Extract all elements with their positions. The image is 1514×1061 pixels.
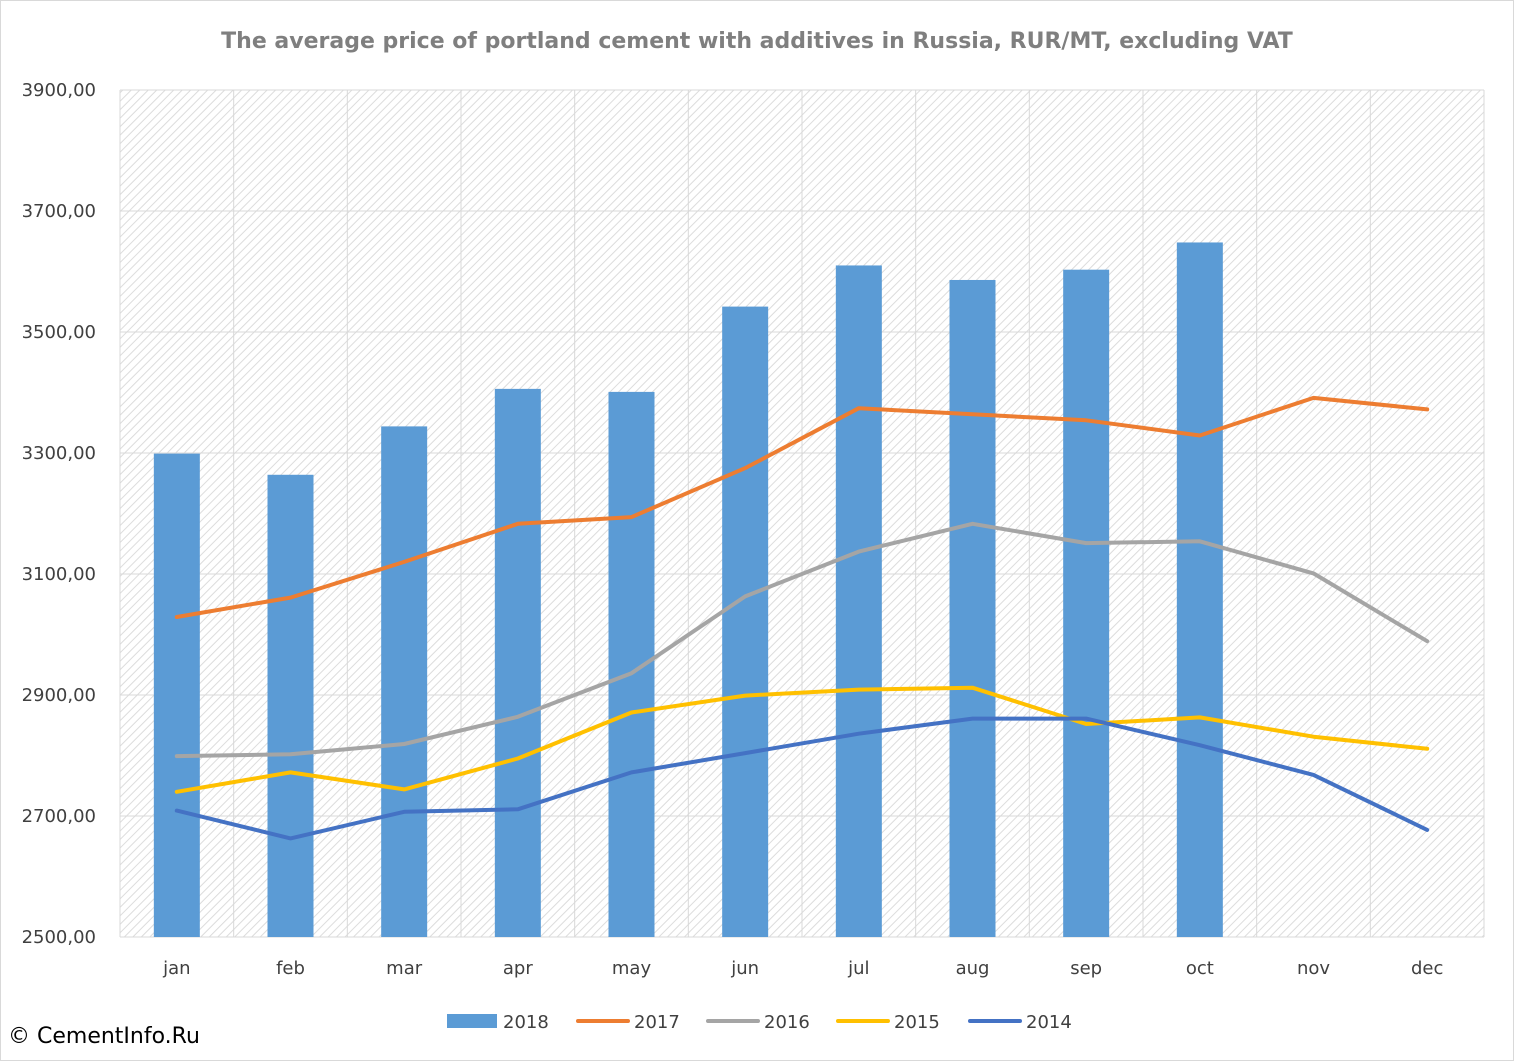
x-tick-label: dec — [1411, 958, 1443, 979]
y-tick-label: 3500,00 — [22, 322, 96, 343]
bar-2018-jan — [153, 453, 200, 937]
x-tick-label: aug — [956, 958, 990, 979]
legend-label-2018: 2018 — [503, 1012, 549, 1033]
bar-2018-aug — [949, 279, 996, 938]
y-tick-label: 2900,00 — [22, 685, 96, 706]
legend-swatch-2018 — [447, 1014, 497, 1028]
legend-label-2015: 2015 — [894, 1012, 940, 1033]
x-tick-label: feb — [276, 958, 305, 979]
x-tick-label: sep — [1070, 958, 1102, 979]
x-tick-label: mar — [386, 958, 423, 979]
legend: 2018 2017 2016 2015 2014 — [447, 1012, 1072, 1033]
legend-label-2014: 2014 — [1026, 1012, 1072, 1033]
series-2017-line — [174, 395, 1430, 619]
x-tick-label: jan — [162, 958, 190, 979]
x-tick-label: oct — [1186, 958, 1214, 979]
bar-2018-jul — [835, 265, 882, 937]
series-2015-line — [174, 685, 1430, 794]
bar-2018-sep — [1063, 269, 1110, 937]
series-2016-line — [174, 521, 1430, 759]
chart-title: The average price of portland cement wit… — [221, 29, 1293, 54]
y-tick-label: 3100,00 — [22, 564, 96, 585]
x-tick-label: may — [612, 958, 652, 979]
y-axis-tick-labels: 2500,00 2700,00 2900,00 3100,00 3300,00 3500,… — [22, 80, 96, 948]
bar-2018-apr — [494, 388, 541, 937]
x-axis-tick-labels: jan feb mar apr may jun jul aug sep oct nov dec — [162, 958, 1443, 979]
legend-label-2017: 2017 — [634, 1012, 680, 1033]
y-tick-label: 2500,00 — [22, 927, 96, 948]
x-tick-label: jun — [730, 958, 759, 979]
y-tick-label: 3700,00 — [22, 201, 96, 222]
bar-2018-jun — [722, 306, 769, 938]
bar-2018-mar — [381, 426, 428, 937]
x-tick-label: nov — [1297, 958, 1330, 979]
legend-label-2016: 2016 — [764, 1012, 810, 1033]
bar-2018-feb — [267, 474, 314, 937]
y-tick-label: 3300,00 — [22, 443, 96, 464]
x-tick-label: apr — [503, 958, 533, 979]
x-tick-label: jul — [847, 958, 869, 979]
line-series — [174, 395, 1430, 841]
bar-2018-oct — [1176, 242, 1223, 937]
series-2014-line — [174, 716, 1430, 841]
y-tick-label: 2700,00 — [22, 806, 96, 827]
series-2018-bars — [153, 242, 1223, 938]
gridlines — [119, 89, 1485, 938]
y-tick-label: 3900,00 — [22, 80, 96, 101]
copyright-text: © CementInfo.Ru — [8, 1024, 200, 1049]
